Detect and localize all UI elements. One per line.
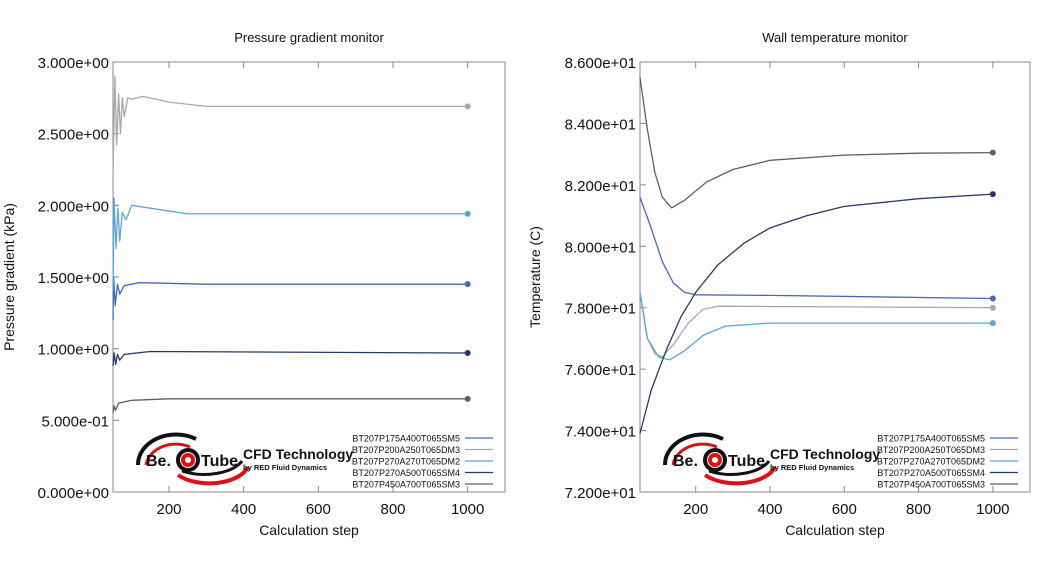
- legend-label: BT207P200A250T065DM3: [877, 445, 985, 455]
- series-end-marker: [464, 103, 471, 110]
- y-tick-label: 0.000e+00: [38, 485, 109, 502]
- y-tick-label: 7.200e+01: [565, 485, 636, 502]
- y-tick-label: 2.500e+00: [38, 127, 109, 144]
- logo-subtitle: by RED Fluid Dynamics: [243, 463, 327, 472]
- x-tick-label: 200: [156, 501, 181, 518]
- y-tick-label: 7.800e+01: [565, 301, 636, 318]
- y-tick-label: 8.400e+01: [565, 116, 636, 133]
- x-tick-label: 400: [231, 501, 256, 518]
- series-end-marker: [989, 320, 996, 327]
- logo-arc: [181, 460, 244, 476]
- series-line: [112, 197, 468, 292]
- series-line: [639, 292, 993, 361]
- x-tick-label: 600: [306, 501, 331, 518]
- x-tick-label: 600: [832, 501, 857, 518]
- x-tick-label: 400: [757, 501, 782, 518]
- series-end-marker: [989, 295, 996, 302]
- series-end-marker: [464, 349, 471, 356]
- logo-arc: [176, 465, 250, 486]
- x-axis-label: Calculation step: [785, 522, 885, 538]
- logo-arc: [135, 432, 197, 466]
- legend-label: BT207P175A400T065SM5: [352, 434, 460, 444]
- logo-arc: [708, 460, 771, 476]
- legend-label: BT207P450A700T065SM3: [877, 480, 985, 490]
- logo-title: CFD Technology: [243, 446, 353, 462]
- y-tick-label: 8.200e+01: [565, 178, 636, 195]
- series-line: [639, 196, 993, 300]
- y-tick-label: 1.000e+00: [38, 342, 109, 359]
- series-end-marker: [989, 304, 996, 311]
- x-axis-label: Calculation step: [259, 522, 359, 538]
- logo-text-be: Be.: [673, 453, 698, 470]
- logo-title: CFD Technology: [770, 446, 880, 462]
- series-line: [639, 77, 993, 209]
- series-line: [639, 292, 993, 358]
- y-tick-label: 7.600e+01: [565, 362, 636, 379]
- logo-ring: [703, 448, 727, 472]
- y-tick-label: 2.000e+00: [38, 198, 109, 215]
- series-end-marker: [464, 210, 471, 217]
- legend-label: BT207P270A270T065DM2: [352, 457, 460, 467]
- legend-label: BT207P450A700T065SM3: [352, 480, 460, 490]
- plot-frame: [639, 61, 1031, 493]
- series-line: [112, 276, 468, 321]
- y-axis-label: Temperature (C): [527, 226, 543, 328]
- logo-arc: [662, 432, 724, 466]
- plot-frame: [112, 61, 506, 493]
- y-axis-label: Pressure gradient (kPa): [1, 203, 17, 351]
- x-tick-label: 800: [380, 501, 405, 518]
- x-tick-label: 1000: [976, 501, 1009, 518]
- series-line: [112, 398, 468, 414]
- chart-wall-temperature: Wall temperature monitor Calculation step…: [527, 30, 1031, 538]
- series-end-marker: [464, 281, 471, 288]
- y-tick-label: 3.000e+00: [38, 55, 109, 72]
- logo-ring: [708, 453, 722, 467]
- y-tick-label: 1.500e+00: [38, 270, 109, 287]
- series-line: [639, 193, 993, 434]
- logo-subtitle: by RED Fluid Dynamics: [770, 463, 854, 472]
- chart-pressure-gradient: Pressure gradient monitor Calculation ste…: [1, 30, 506, 538]
- series-line: [112, 75, 468, 177]
- logo-text-tube: Tube: [728, 453, 765, 470]
- series-end-marker: [989, 191, 996, 198]
- chart-title: Wall temperature monitor: [762, 30, 908, 45]
- x-tick-label: 800: [906, 501, 931, 518]
- y-tick-label: 7.400e+01: [565, 424, 636, 441]
- logo-arc: [703, 465, 777, 486]
- logo-text-be: Be.: [146, 453, 171, 470]
- legend-label: BT207P270A270T065DM2: [877, 457, 985, 467]
- series-end-marker: [464, 395, 471, 402]
- series-line: [112, 350, 468, 366]
- logo-ring: [181, 453, 195, 467]
- legend-label: BT207P270A500T065SM4: [352, 468, 460, 478]
- y-tick-label: 8.600e+01: [565, 55, 636, 72]
- logo-arc: [144, 442, 191, 466]
- legend-label: BT207P270A500T065SM4: [877, 468, 985, 478]
- logo-arc: [671, 442, 718, 466]
- series-end-marker: [989, 149, 996, 156]
- legend-label: BT207P200A250T065DM3: [352, 445, 460, 455]
- y-tick-label: 8.000e+01: [565, 239, 636, 256]
- chart-title: Pressure gradient monitor: [234, 30, 384, 45]
- y-tick-label: 5.000e-01: [41, 413, 109, 430]
- legend-label: BT207P175A400T065SM5: [877, 434, 985, 444]
- x-tick-label: 1000: [451, 501, 484, 518]
- logo-ring: [176, 448, 200, 472]
- x-tick-label: 200: [683, 501, 708, 518]
- logo-text-tube: Tube: [201, 453, 238, 470]
